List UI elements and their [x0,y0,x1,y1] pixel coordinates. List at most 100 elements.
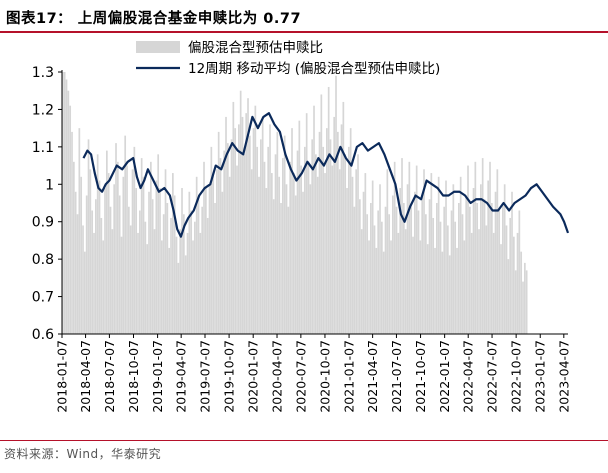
bar [133,146,136,334]
bar [186,232,189,334]
bar [164,169,167,334]
bar [434,247,436,334]
bar [408,161,411,334]
bar [263,161,266,334]
bar [162,214,165,334]
y-tick-label: 1.1 [32,140,54,156]
x-tick-label: 2020-10-07 [317,340,332,413]
bar [124,135,127,334]
bar [491,203,493,334]
x-tick-label: 2021-01-07 [342,340,357,413]
bar [487,180,490,334]
x-tick-label: 2023-04-07 [556,340,571,413]
bar [509,217,512,334]
bar [520,251,523,334]
bar [157,154,160,334]
bar [375,247,378,334]
chart-canvas: 0.6 0.7 0.8 0.9 1 1.1 1.2 1.3 2018-01-07 2018-04… [32,40,572,413]
bar [153,229,156,334]
bar [500,244,502,334]
bar [111,229,114,334]
bar [223,150,226,334]
bar [481,158,484,334]
bar [379,184,381,334]
bar [327,86,330,334]
bar [403,203,405,334]
bar [104,188,106,334]
bar [470,232,473,334]
bar [232,101,235,334]
bar [239,90,242,335]
x-tick-label: 2019-01-07 [150,340,165,413]
bar [386,169,389,334]
bar [432,217,435,334]
bar [219,158,222,334]
x-tick-label: 2019-10-07 [222,340,237,413]
bar [62,72,64,334]
x-tick-label: 2022-01-07 [437,340,452,413]
bar [208,184,211,334]
bar [322,146,325,334]
bar [109,206,112,334]
bar [190,210,193,334]
bar [305,113,308,334]
bar [502,203,504,334]
bar [458,203,460,334]
bar [478,229,480,334]
bar [406,184,409,334]
x-tick-label: 2018-04-07 [78,340,93,413]
bar [131,169,134,334]
bar [371,180,374,334]
bar [304,146,306,334]
bar [192,240,194,334]
y-tick-label: 1.2 [32,102,54,118]
bar [102,240,105,334]
bar [494,191,497,334]
bar [463,240,466,334]
bar [126,165,128,334]
bar [183,214,185,334]
page-title: 图表17： 上周偏股混合基金申赎比为 0.77 [6,11,302,27]
bar [326,128,328,334]
x-tick-label: 2022-07-07 [485,340,500,413]
bar [355,169,358,334]
bar [150,161,152,334]
bar [443,206,446,334]
bar [173,195,176,334]
bar [84,251,86,334]
bar [340,124,343,335]
bar [448,255,451,334]
bar [210,146,213,334]
bar [256,146,259,334]
moving-average-line [82,112,570,238]
bar [203,161,205,334]
x-tick-label: 2019-04-07 [174,340,189,413]
bar [302,191,304,334]
bar [107,173,110,334]
bar [250,169,253,334]
bar [280,203,282,334]
y-tick-label: 0.6 [32,327,54,343]
bar [206,217,209,334]
x-tick-label: 2020-04-07 [270,340,285,413]
bar [362,191,365,334]
bar [63,72,66,334]
bar [260,139,262,334]
bar [414,191,416,334]
bar [300,165,303,334]
bar [465,195,468,334]
bar [252,128,255,334]
bar [489,161,491,334]
bar [269,124,271,335]
bar [399,188,402,334]
bar [271,173,273,334]
bar [415,165,418,334]
bar [289,161,292,334]
bar [318,131,321,334]
bar [357,154,359,334]
bar [337,131,339,334]
bar [91,210,94,334]
x-tick-label: 2021-04-07 [365,340,380,413]
chart-legend: 偏股混合型预估申赎比 12周期 移动平均 (偏股混合型预估申赎比) [136,40,440,77]
bar [272,199,275,334]
